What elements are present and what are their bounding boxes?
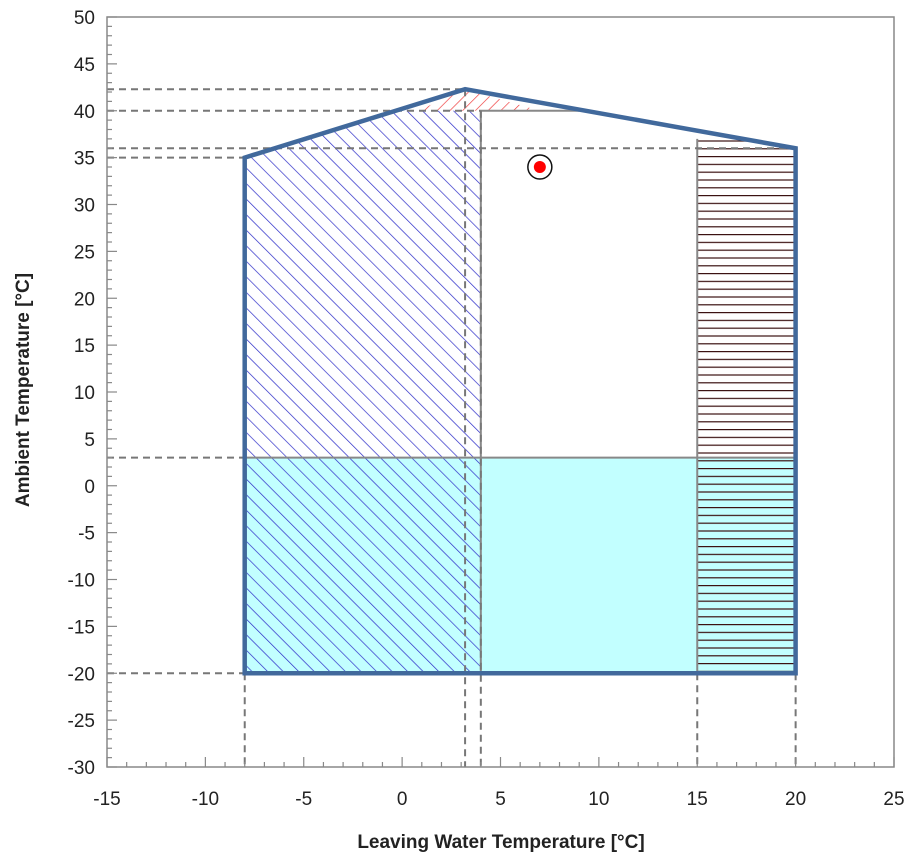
y-tick-label: -25	[68, 711, 95, 732]
y-tick-label: 15	[74, 336, 95, 357]
x-tick-label: -10	[192, 789, 219, 810]
x-axis-title: Leaving Water Temperature [°C]	[357, 832, 644, 853]
y-tick-label: -15	[68, 617, 95, 638]
low-lwt-zone	[244, 110, 481, 674]
regions-layer	[244, 89, 796, 674]
x-tick-label: 5	[495, 789, 506, 810]
y-tick-label: -20	[68, 664, 95, 685]
y-tick-label: 25	[74, 242, 95, 263]
x-tick-label: 25	[883, 789, 904, 810]
high-lwt-zone	[697, 138, 796, 674]
reference-lines-layer	[107, 88, 797, 767]
design-point-layer	[527, 154, 553, 180]
high-ambient-zone	[417, 89, 540, 111]
y-tick-label: -5	[78, 524, 95, 545]
y-tick-label: 5	[84, 430, 95, 451]
y-tick-label: 45	[74, 55, 95, 76]
x-tick-label: 15	[687, 789, 708, 810]
y-tick-label: 20	[74, 289, 95, 310]
x-tick-label: 10	[588, 789, 609, 810]
y-tick-label: -10	[68, 571, 95, 592]
y-axis-title: Ambient Temperature [°C]	[13, 273, 34, 507]
y-tick-label: 40	[74, 102, 95, 123]
design-point	[533, 161, 546, 173]
y-tick-label: 35	[74, 149, 95, 170]
envelope-layer	[242, 86, 798, 676]
x-tick-label: 0	[397, 789, 408, 810]
y-tick-label: 50	[74, 8, 95, 29]
x-tick-label: 20	[785, 789, 806, 810]
y-tick-label: 30	[74, 196, 95, 217]
y-tick-label: 0	[84, 477, 95, 498]
y-tick-label: 10	[74, 383, 95, 404]
y-tick-label: -30	[68, 758, 95, 779]
x-tick-label: -15	[93, 789, 120, 810]
axes-layer: -15 -10 -5 0 5 10 15 20 25 -30 -25 -20 -15 -10 -5 0 5 10 1…	[68, 8, 905, 810]
envelope-outline	[242, 86, 798, 676]
x-tick-label: -5	[295, 789, 312, 810]
